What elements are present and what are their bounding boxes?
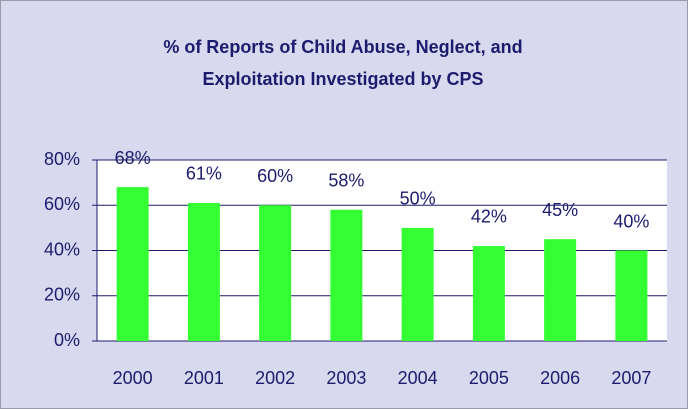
x-tick-label: 2001 — [184, 368, 224, 388]
x-tick-label: 2007 — [611, 368, 651, 388]
value-label: 60% — [257, 166, 293, 186]
value-label: 40% — [613, 211, 649, 231]
bar — [116, 187, 149, 341]
x-tick-label: 2002 — [255, 368, 295, 388]
value-label: 50% — [400, 189, 436, 209]
x-tick-label: 2005 — [469, 368, 509, 388]
y-tick-label: 40% — [44, 239, 80, 259]
bar — [187, 202, 220, 341]
x-tick-label: 2004 — [398, 368, 438, 388]
bar — [472, 245, 505, 341]
x-tick-label: 2003 — [326, 368, 366, 388]
bar — [615, 250, 648, 341]
y-tick-label: 0% — [54, 330, 80, 350]
y-tick-label: 20% — [44, 285, 80, 305]
bar — [330, 209, 363, 341]
value-label: 61% — [186, 164, 222, 184]
chart-title: % of Reports of Child Abuse, Neglect, an… — [163, 37, 522, 57]
bar — [401, 227, 434, 341]
value-label: 58% — [328, 171, 364, 191]
bar — [544, 239, 577, 341]
value-label: 42% — [471, 207, 507, 227]
value-label: 68% — [115, 148, 151, 168]
value-label: 45% — [542, 200, 578, 220]
y-tick-label: 60% — [44, 194, 80, 214]
x-tick-label: 2000 — [113, 368, 153, 388]
bar — [259, 205, 292, 341]
y-tick-label: 80% — [44, 149, 80, 169]
x-tick-label: 2006 — [540, 368, 580, 388]
chart-title: Exploitation Investigated by CPS — [202, 69, 483, 89]
